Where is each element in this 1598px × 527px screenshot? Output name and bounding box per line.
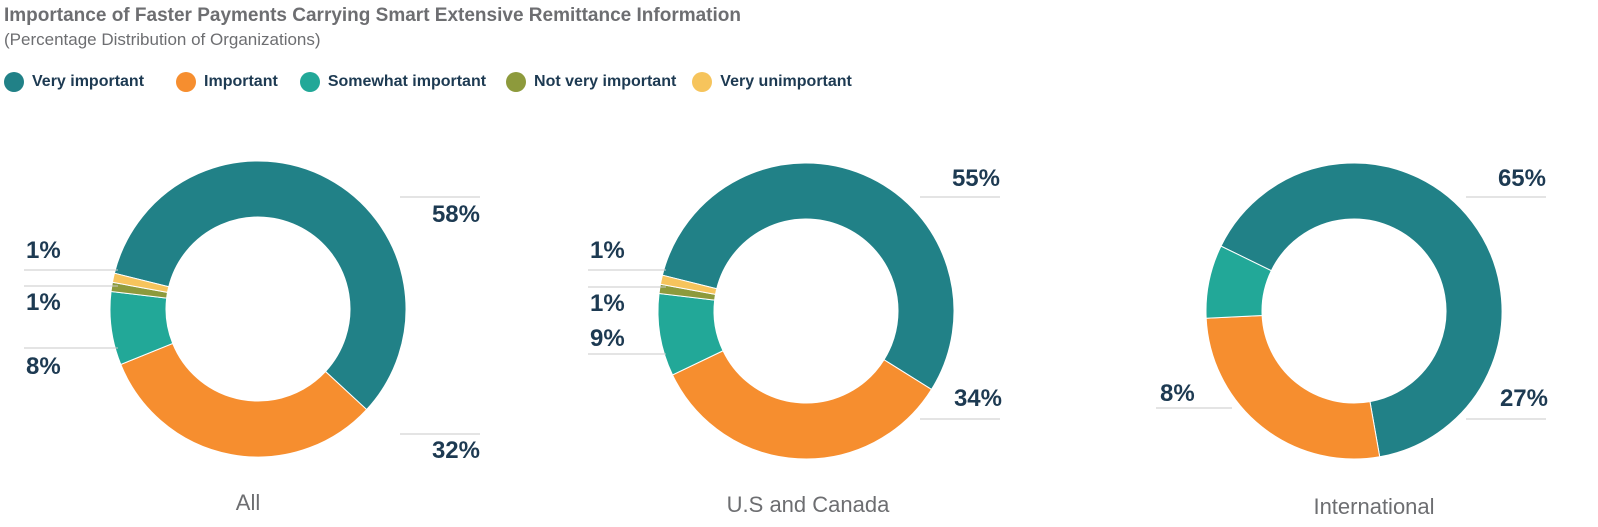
- value-label: 55%: [952, 165, 1000, 192]
- value-label: 1%: [590, 290, 625, 317]
- slice-very-important: [113, 160, 407, 411]
- value-label: 27%: [1500, 385, 1548, 412]
- legend: Very important Important Somewhat import…: [4, 72, 852, 92]
- legend-swatch: [299, 72, 320, 92]
- slice-very-important: [661, 162, 955, 391]
- slice-important: [671, 350, 933, 460]
- legend-swatch: [4, 72, 24, 92]
- legend-item-somewhat-important: Somewhat important: [299, 72, 487, 92]
- legend-label: Not very important: [534, 73, 677, 90]
- legend-label: Somewhat important: [327, 73, 487, 90]
- value-label: 32%: [432, 437, 480, 464]
- slice-very-unimportant: [111, 272, 170, 293]
- chart-caption: International: [1313, 494, 1434, 519]
- value-label: 1%: [590, 237, 625, 264]
- legend-item-very-important: Very important: [4, 72, 144, 92]
- donut-all: 58% 32% 8% 1% 1% All: [24, 160, 480, 515]
- legend-swatch: [176, 72, 197, 92]
- legend-item-not-very-important: Not very important: [506, 72, 676, 92]
- slice-very-unimportant: [659, 274, 718, 295]
- value-label: 8%: [26, 353, 61, 380]
- chart-subtitle: (Percentage Distribution of Organization…: [4, 30, 321, 49]
- slice-important: [120, 342, 368, 458]
- legend-label: Very important: [32, 73, 145, 90]
- value-label: 1%: [26, 237, 61, 264]
- legend-item-very-unimportant: Very unimportant: [692, 72, 852, 92]
- legend-swatch: [506, 72, 527, 92]
- chart-caption: All: [236, 490, 260, 515]
- value-label: 1%: [26, 289, 61, 316]
- donut-u-s-and-canada: 55% 34% 9% 1% 1% U.S and Canada: [588, 162, 1002, 517]
- slice-important: [1205, 314, 1381, 460]
- value-label: 9%: [590, 325, 625, 352]
- value-label: 34%: [954, 385, 1002, 412]
- value-label: 8%: [1160, 380, 1195, 407]
- value-label: 65%: [1498, 165, 1546, 192]
- value-label: 58%: [432, 201, 480, 228]
- chart-caption: U.S and Canada: [727, 492, 890, 517]
- chart-title: Importance of Faster Payments Carrying S…: [4, 5, 741, 26]
- slice-very-important: [1220, 162, 1503, 458]
- legend-swatch: [692, 72, 713, 92]
- legend-label: Important: [204, 73, 278, 90]
- legend-label: Very unimportant: [720, 73, 852, 90]
- legend-item-important: Important: [176, 72, 278, 92]
- slice-somewhat-important: [1205, 245, 1272, 319]
- donut-international: 65% 27% 8% International: [1156, 162, 1548, 519]
